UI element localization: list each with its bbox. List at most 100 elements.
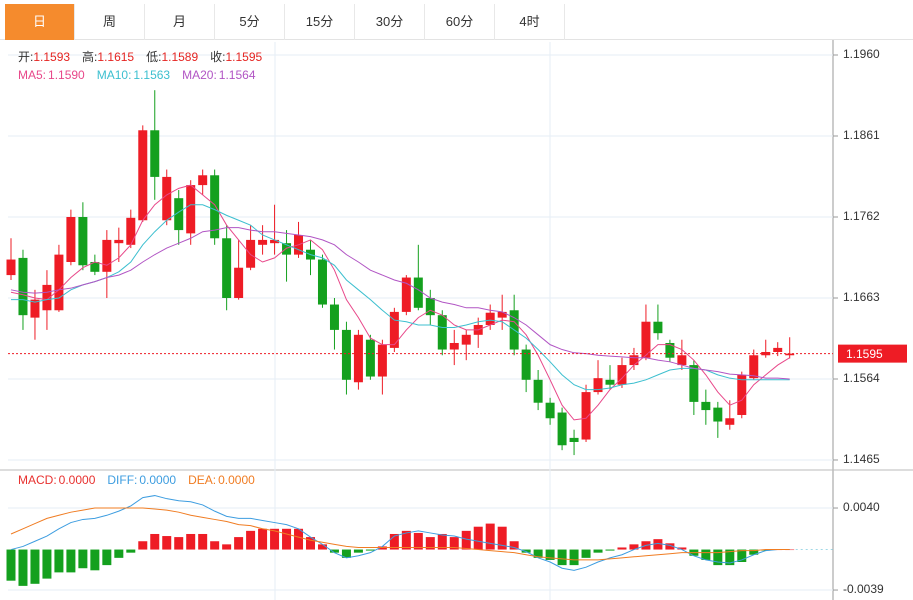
candle-body (18, 257, 28, 316)
candle-body (425, 297, 435, 316)
macd-bar (210, 541, 220, 550)
y-tick-label: 1.1960 (843, 47, 880, 61)
macd-bar (18, 549, 28, 586)
candle-body (78, 216, 88, 266)
macd-bar (6, 549, 16, 581)
candle-body (66, 216, 76, 262)
candle-body (773, 347, 783, 352)
candle-body (641, 321, 651, 358)
legend-name: DEA: (188, 473, 216, 487)
candle-body (282, 243, 292, 255)
candle-body (30, 299, 40, 318)
y-tick-label: 0.0040 (843, 500, 880, 514)
candle-body (42, 284, 52, 311)
macd-bar (114, 549, 124, 558)
legend-name: MA5: (18, 68, 46, 82)
macd-bar (186, 533, 196, 550)
macd-bar (317, 544, 327, 550)
macd-bar (353, 549, 363, 553)
macd-bar (761, 549, 771, 551)
y-tick-label: 1.1663 (843, 290, 880, 304)
macd-bar (222, 544, 232, 550)
macd-bar (605, 549, 615, 551)
macd-line (10, 507, 790, 561)
macd-bar (473, 526, 483, 550)
info-label: 高: (82, 49, 97, 64)
candle-body (461, 334, 471, 345)
period-tab[interactable]: 60分 (425, 4, 495, 40)
info-label: 收: (210, 50, 225, 64)
candle-body (365, 339, 375, 377)
y-tick-label: -0.0039 (843, 582, 884, 596)
y-tick-label: 1.1564 (843, 371, 880, 385)
candle-body (413, 277, 423, 308)
legend-value: 0.0000 (218, 473, 255, 487)
candle-body (126, 217, 136, 245)
macd-bar (749, 549, 759, 555)
legend-value: 0.0000 (59, 473, 96, 487)
candle-body (545, 402, 555, 419)
macd-bar (30, 549, 40, 584)
macd-bar (725, 549, 735, 566)
macd-bar (701, 549, 711, 560)
legend-value: 1.1564 (219, 68, 256, 82)
candle-body (521, 349, 531, 380)
macd-bar (234, 537, 244, 550)
candle-body (222, 238, 232, 298)
macd-bar (78, 549, 88, 569)
candle-body (449, 342, 459, 350)
candle-body (437, 315, 447, 350)
legend-name: MA10: (97, 68, 132, 82)
macd-bar (389, 533, 399, 550)
info-label: 开: (18, 50, 33, 64)
candle-body (6, 259, 16, 276)
period-tab[interactable]: 4时 (495, 4, 565, 40)
candle-body (162, 176, 172, 221)
candle-body (689, 365, 699, 402)
macd-bar (629, 544, 639, 550)
candle-body (270, 239, 280, 244)
period-tab[interactable]: 15分 (285, 4, 355, 40)
candle-body (617, 365, 627, 385)
macd-bar (581, 549, 591, 558)
candle-body (593, 378, 603, 393)
macd-bar (270, 528, 280, 550)
period-tab[interactable]: 日 (5, 4, 75, 40)
candle-body (749, 355, 759, 379)
macd-bar (282, 528, 292, 550)
candle-body (713, 407, 723, 422)
macd-bar (653, 539, 663, 550)
macd-bar (533, 549, 543, 558)
legend-group: MACD: 0.0000 DIFF: 0.0000 DEA: 0.0000 (18, 473, 255, 487)
period-tab[interactable]: 周 (75, 4, 145, 40)
macd-bar (509, 541, 519, 550)
candle-body (533, 379, 543, 403)
candle-body (102, 239, 112, 272)
macd-bar (713, 549, 723, 566)
macd-bar (90, 549, 100, 571)
period-tab[interactable]: 月 (145, 4, 215, 40)
macd-bar (341, 549, 351, 558)
info-value: 1.1589 (161, 50, 198, 64)
current-price-box (838, 344, 907, 363)
y-tick-label: 1.1861 (843, 128, 880, 142)
candle-body (677, 355, 687, 366)
macd-line (10, 495, 790, 571)
candle-body (234, 267, 244, 298)
candle-body (138, 130, 148, 221)
macd-bar (102, 549, 112, 566)
macd-bar (737, 549, 747, 563)
current-price-label: 1.1595 (846, 347, 883, 361)
info-label: 低: (146, 50, 161, 64)
info-value: 1.1595 (225, 50, 262, 64)
period-tab[interactable]: 30分 (355, 4, 425, 40)
candle-body (389, 311, 399, 348)
candle-body (665, 342, 675, 358)
candle-body (401, 277, 411, 312)
info-value: 1.1615 (97, 50, 134, 64)
macd-bar (617, 547, 627, 550)
macd-bar (377, 546, 387, 550)
period-tab[interactable]: 5分 (215, 4, 285, 40)
